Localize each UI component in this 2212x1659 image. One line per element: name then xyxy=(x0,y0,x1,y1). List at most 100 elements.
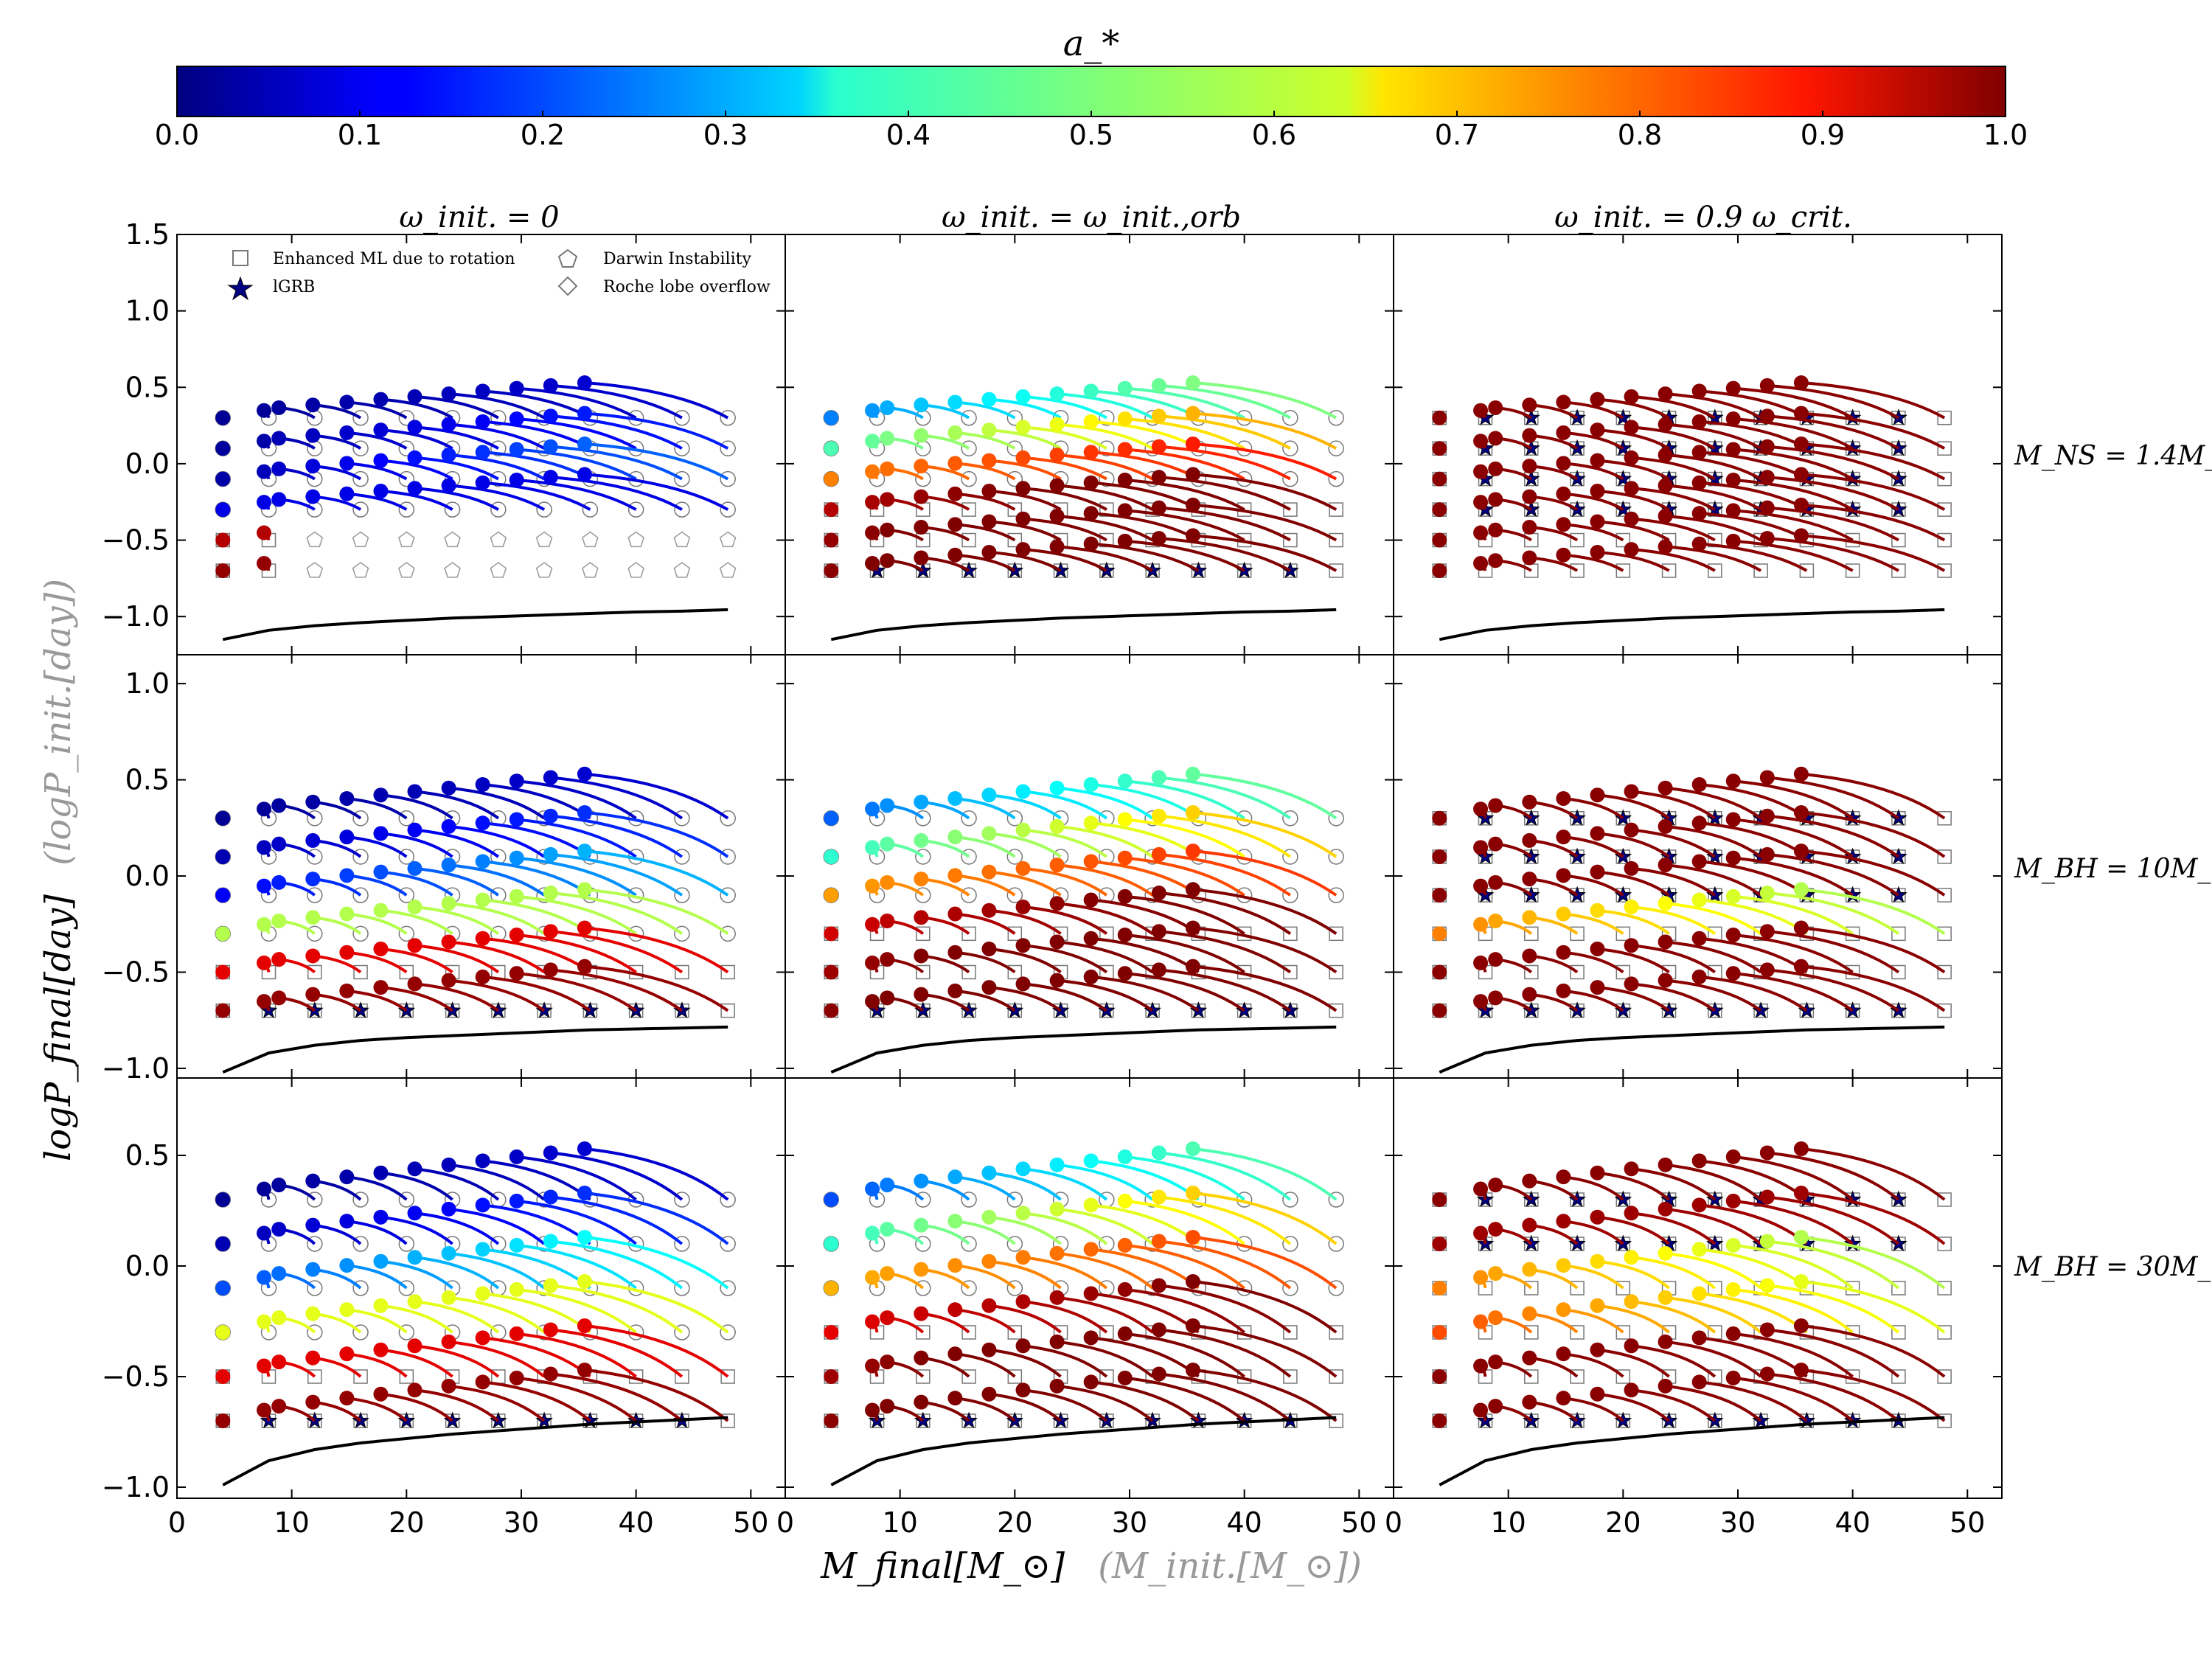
final-point-marker xyxy=(1691,815,1707,831)
final-point-marker xyxy=(257,495,272,510)
final-point-marker xyxy=(1117,503,1133,518)
evolution-track xyxy=(1023,1388,1108,1422)
evolution-track xyxy=(1733,972,1854,1012)
evolution-track xyxy=(1057,824,1154,858)
row-labels: M_NS = 1.4M_⊙ M_BH = 10M_⊙ M_BH = 30M_⊙ xyxy=(2014,441,2212,1282)
evolution-track xyxy=(1091,542,1200,572)
final-point-marker xyxy=(441,1201,456,1217)
final-point-marker xyxy=(441,417,456,432)
final-point-marker xyxy=(1793,804,1809,820)
final-point-marker xyxy=(1691,854,1707,869)
colorbar-tick-label: 0.4 xyxy=(886,119,931,151)
evolution-track xyxy=(1563,1220,1624,1245)
column-title-1: ω_init. = 0 xyxy=(399,201,559,234)
final-point-marker xyxy=(1488,1399,1503,1414)
evolution-track xyxy=(1665,453,1762,481)
evolution-track xyxy=(1124,1243,1245,1290)
final-point-marker xyxy=(305,1262,321,1277)
evolution-track xyxy=(347,874,408,897)
evolution-track xyxy=(1023,517,1107,542)
final-point-marker xyxy=(981,1253,997,1269)
initial-point-marker xyxy=(582,501,599,518)
final-point-marker xyxy=(880,461,895,476)
evolution-track xyxy=(1597,459,1670,481)
initial-point-marker xyxy=(536,501,552,518)
y-tick-label: 1.0 xyxy=(125,295,170,327)
initial-point-marker xyxy=(1328,1280,1344,1296)
evolution-track xyxy=(1158,383,1291,420)
x-axis-label: M_final[M_⊙] (M_init.[M_⊙]) xyxy=(820,1545,1362,1587)
final-point-marker xyxy=(1015,976,1031,992)
evolution-track xyxy=(1631,425,1716,450)
final-point-marker xyxy=(1793,406,1809,421)
initial-point-marker xyxy=(490,440,507,456)
final-point-marker xyxy=(947,983,963,998)
x-tick-label: 20 xyxy=(389,1506,424,1539)
final-point-marker xyxy=(1185,375,1200,391)
evolution-track xyxy=(1563,523,1624,542)
final-point-marker xyxy=(1049,448,1065,463)
evolution-track xyxy=(989,397,1062,420)
initial-point-marker xyxy=(490,470,507,487)
evolution-track xyxy=(1597,490,1670,511)
enhanced-ml-marker xyxy=(1524,1281,1539,1295)
final-point-marker xyxy=(1488,431,1503,446)
initial-point-marker xyxy=(1282,1192,1298,1208)
enhanced-ml-marker xyxy=(1753,563,1768,578)
final-point-marker xyxy=(1759,1234,1775,1249)
evolution-track xyxy=(414,425,499,450)
final-point-marker xyxy=(1083,1286,1099,1301)
final-point-marker xyxy=(305,459,321,474)
panel-r1-c3 xyxy=(1393,234,2003,655)
final-point-marker xyxy=(373,864,389,880)
initial-point-marker xyxy=(961,810,977,827)
legend-diamond-icon xyxy=(557,276,578,296)
initial-point-marker xyxy=(674,925,690,942)
evolution-track xyxy=(1733,417,1854,450)
final-point-marker xyxy=(1725,1237,1741,1253)
evolution-track xyxy=(516,933,637,974)
final-point-marker xyxy=(865,464,880,479)
evolution-track xyxy=(1767,476,1899,511)
evolution-track xyxy=(1192,534,1338,572)
evolution-track xyxy=(1023,394,1107,420)
evolution-track xyxy=(1158,1284,1292,1334)
initial-point-marker xyxy=(352,409,369,426)
initial-point-marker xyxy=(1282,887,1298,903)
initial-point-marker xyxy=(720,810,736,827)
darwin-instability-marker xyxy=(673,531,691,548)
final-point-marker xyxy=(475,1330,490,1346)
initial-point-marker xyxy=(961,1236,977,1252)
darwin-instability-marker xyxy=(582,531,599,548)
final-point-marker xyxy=(1015,784,1031,799)
final-point-marker xyxy=(257,878,272,894)
final-point-marker xyxy=(577,804,592,820)
evolution-track xyxy=(1665,1163,1762,1201)
evolution-track xyxy=(1023,1256,1108,1290)
final-point-marker xyxy=(1049,1201,1065,1217)
final-point-marker xyxy=(880,914,895,929)
initial-point-marker xyxy=(398,1280,415,1296)
final-point-marker xyxy=(271,798,287,813)
final-point-marker xyxy=(271,1222,287,1237)
enhanced-ml-marker xyxy=(1891,926,1906,942)
final-point-marker xyxy=(1117,888,1133,904)
final-point-marker xyxy=(1488,1354,1503,1370)
final-point-marker xyxy=(1691,536,1707,552)
final-point-marker xyxy=(1725,1370,1741,1385)
colorbar-bar xyxy=(176,66,2006,117)
evolution-track xyxy=(584,888,729,935)
column-title-2: ω_init. = ω_init.,orb xyxy=(942,201,1241,234)
initial-point-marker xyxy=(1328,1192,1344,1208)
final-point-marker xyxy=(824,1281,839,1295)
final-point-marker xyxy=(1185,882,1200,897)
evolution-track xyxy=(989,520,1062,542)
final-point-marker xyxy=(373,392,389,407)
final-point-marker xyxy=(339,983,355,998)
evolution-track xyxy=(1057,902,1154,935)
initial-point-marker xyxy=(961,470,977,487)
evolution-track xyxy=(1023,790,1108,820)
final-point-marker xyxy=(1151,1145,1166,1161)
evolution-track xyxy=(1665,1251,1762,1290)
enhanced-ml-marker xyxy=(1283,1325,1298,1340)
